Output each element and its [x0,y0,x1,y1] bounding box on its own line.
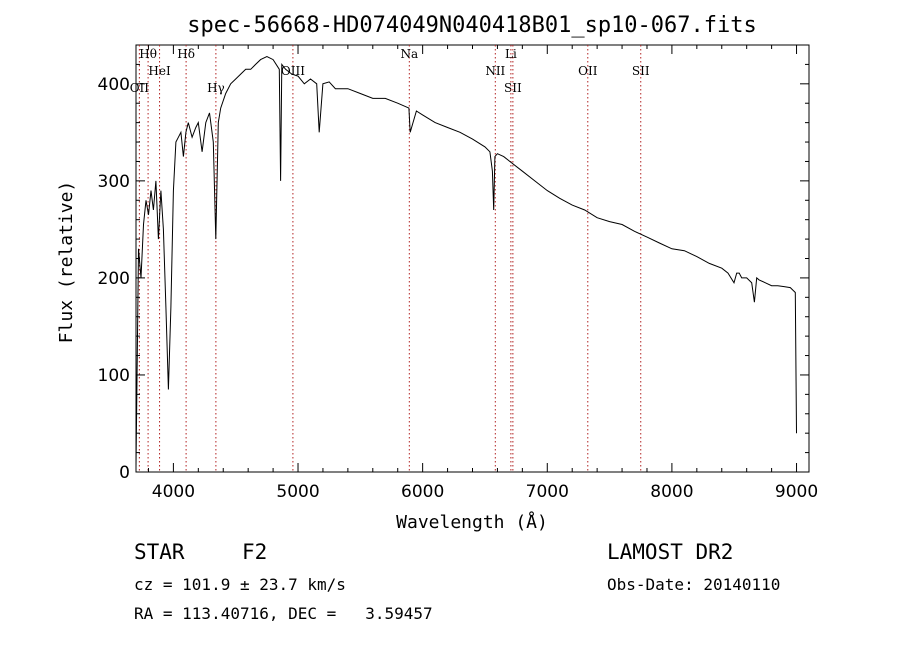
line-marker-label: Hγ [207,81,225,95]
x-tick-label: 5000 [276,482,319,502]
obs-date-line: Obs-Date: 20140110 [607,575,781,594]
redshift-line: cz = 101.9 ± 23.7 km/s [134,575,346,594]
spectrum-line [135,56,797,468]
line-marker-label: Hθ [139,47,157,61]
y-tick-label: 300 [98,172,130,192]
y-tick-label: 100 [98,366,130,386]
line-marker-label: Na [400,47,418,61]
line-marker-label: OII [578,64,598,78]
x-tick-label: 4000 [152,482,195,502]
line-marker-label: SII [632,64,650,78]
line-marker-label: Li [505,47,517,61]
line-marker-label: NII [485,64,505,78]
chart-title: spec-56668-HD074049N040418B01_sp10-067.f… [187,13,757,38]
line-marker-label: OII [130,81,150,95]
x-tick-label: 8000 [650,482,693,502]
plot-frame [135,44,810,473]
axes: 4000 5000 6000 7000 8000 9000 0 100 200 300 400 [98,45,818,502]
spectral-line-markers: Hθ OII HeI Hδ Hγ OIII Na NII SII Li OII SII [130,45,650,472]
line-marker-label: SII [504,81,522,95]
object-subclass: F2 [242,540,268,564]
x-tick-label: 6000 [401,482,444,502]
object-type: STAR [134,540,185,564]
y-tick-label: 200 [98,269,130,289]
coordinates-line: RA = 113.40716, DEC = 3.59457 [134,604,433,623]
x-tick-label: 9000 [775,482,818,502]
line-marker-label: Hδ [177,47,195,61]
line-marker-label: HeI [148,64,171,78]
x-axis-label: Wavelength (Å) [396,511,548,533]
y-tick-label: 0 [119,463,130,483]
y-tick-label: 400 [98,75,130,95]
line-marker-label: OIII [281,64,305,78]
survey-name: LAMOST DR2 [607,540,734,564]
x-tick-label: 7000 [526,482,569,502]
y-axis-label: Flux (relative) [56,181,77,344]
